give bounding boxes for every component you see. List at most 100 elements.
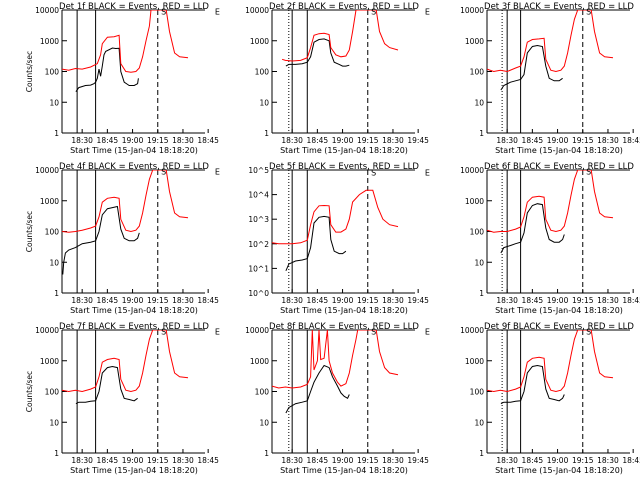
y-tick-label: 10 [474, 418, 484, 427]
x-tick-label: 19:15 [357, 296, 379, 305]
events-series-line [500, 364, 565, 405]
y-tick-label: 100 [470, 68, 485, 77]
x-tick-label: 18:30 [172, 456, 194, 465]
x-tick-label: 19:15 [147, 296, 169, 305]
x-tick-label: 18:30 [496, 296, 518, 305]
lld-series-line [281, 10, 399, 62]
chart-panel-1: Det 1f BLACK = Events, RED = LLD 1 10 100 10… [25, 2, 220, 155]
plot-area [272, 330, 399, 453]
y-tick-label: 100 [470, 388, 485, 397]
x-tick-label: 18:45 [622, 136, 640, 145]
y-tick-label: 10000 [460, 326, 484, 335]
chart-panel-4: Det 4f BLACK = Events, RED = LLD 1 10 100 10… [25, 162, 220, 315]
x-tick-label: 18:45 [522, 456, 544, 465]
lld-series-line [272, 330, 399, 389]
y-tick-label: 1 [479, 449, 484, 458]
events-series-line [500, 203, 565, 254]
x-tick-label: 18:45 [522, 296, 544, 305]
x-tick-label: 19:15 [572, 136, 594, 145]
y-tick-label: 1 [54, 449, 59, 458]
y-tick-label: 10000 [35, 166, 59, 175]
y-tick-label: 10^0 [248, 289, 269, 298]
y-tick-label: 10^4 [248, 191, 269, 200]
y-tick-label: 100 [45, 68, 60, 77]
y-tick-label: 1000 [465, 197, 484, 206]
chart-title: Det 9f BLACK = Events, RED = LLD [484, 322, 634, 332]
y-tick-label: 10^3 [248, 215, 269, 224]
x-axis-label: Start Time (15-Jan-04 18:18:20) [70, 146, 198, 155]
lld-series-line [487, 330, 614, 393]
x-axis-label: Start Time (15-Jan-04 18:18:20) [495, 306, 623, 315]
lld-series-line [62, 10, 189, 73]
chart-title: Det 1f BLACK = Events, RED = LLD [59, 2, 209, 12]
y-tick-label: 1 [54, 129, 59, 138]
x-tick-label: 19:00 [122, 136, 144, 145]
y-tick-label: 1 [479, 129, 484, 138]
x-tick-label: 19:15 [572, 296, 594, 305]
y-tick-label: 10000 [245, 6, 269, 15]
x-tick-label: 18:30 [281, 456, 303, 465]
x-tick-label: 19:15 [357, 136, 379, 145]
x-tick-label: 18:30 [71, 296, 93, 305]
x-tick-label: 18:30 [382, 456, 404, 465]
x-tick-label: 18:45 [97, 136, 119, 145]
y-tick-label: 10000 [460, 6, 484, 15]
x-tick-label: 18:30 [281, 136, 303, 145]
x-tick-label: 18:30 [172, 136, 194, 145]
plot-area [62, 170, 189, 293]
x-tick-label: 18:30 [382, 136, 404, 145]
y-tick-label: 10000 [460, 166, 484, 175]
x-tick-label: 19:00 [547, 296, 569, 305]
x-tick-label: 19:15 [572, 456, 594, 465]
x-tick-label: 18:45 [307, 136, 329, 145]
x-tick-label: 19:00 [122, 456, 144, 465]
chart-title: Det 6f BLACK = Events, RED = LLD [484, 162, 634, 172]
x-tick-label: 19:00 [547, 456, 569, 465]
y-tick-label: 10 [49, 98, 59, 107]
x-axis-label: Start Time (15-Jan-04 18:18:20) [280, 306, 408, 315]
y-tick-label: 1000 [40, 357, 59, 366]
x-axis-label: Start Time (15-Jan-04 18:18:20) [495, 146, 623, 155]
x-tick-label: 18:45 [307, 456, 329, 465]
chart-panel-6: Det 6f BLACK = Events, RED = LLD 1 10 100 10… [460, 162, 640, 315]
plot-area [487, 10, 614, 133]
chart-panel-9: Det 9f BLACK = Events, RED = LLD 1 10 100 10… [460, 322, 640, 475]
x-tick-label: 19:45 [407, 136, 429, 145]
x-tick-label: 18:30 [382, 296, 404, 305]
events-series-line [285, 215, 347, 271]
x-axis-label: Start Time (15-Jan-04 18:18:20) [70, 466, 198, 475]
x-tick-label: 18:45 [522, 136, 544, 145]
x-tick-label: 18:45 [622, 296, 640, 305]
y-tick-label: 100 [45, 228, 60, 237]
y-tick-label: 10 [49, 418, 59, 427]
x-tick-label: 18:30 [496, 456, 518, 465]
plot-area [272, 170, 399, 293]
lld-series-line [272, 189, 399, 245]
y-tick-label: 10 [474, 258, 484, 267]
y-tick-label: 100 [255, 388, 270, 397]
chart-panel-2: Det 2f BLACK = Events, RED = LLD 1 10 100 10… [245, 2, 430, 155]
x-tick-label: 18:30 [597, 136, 619, 145]
y-tick-label: 1000 [465, 37, 484, 46]
y-tick-label: 10000 [35, 6, 59, 15]
marker-annotation: E [425, 168, 430, 177]
chart-title: Det 7f BLACK = Events, RED = LLD [59, 322, 209, 332]
y-tick-label: 1000 [250, 357, 269, 366]
x-tick-label: 19:45 [407, 456, 429, 465]
lld-series-line [487, 170, 614, 233]
events-series-line [62, 205, 140, 275]
chart-title: Det 5f BLACK = Events, RED = LLD [269, 162, 419, 172]
events-series-line [500, 44, 563, 91]
chart-panel-7: Det 7f BLACK = Events, RED = LLD 1 10 100 10… [25, 322, 220, 475]
plot-area [487, 170, 614, 293]
x-tick-label: 18:45 [197, 456, 219, 465]
y-tick-label: 1 [264, 449, 269, 458]
x-axis-label: Start Time (15-Jan-04 18:18:20) [70, 306, 198, 315]
chart-title: Det 8f BLACK = Events, RED = LLD [269, 322, 419, 332]
marker-annotation: E [425, 7, 430, 16]
y-tick-label: 10^2 [248, 240, 269, 249]
plot-area [62, 330, 189, 453]
y-tick-label: 1000 [40, 37, 59, 46]
y-tick-label: 1000 [465, 357, 484, 366]
